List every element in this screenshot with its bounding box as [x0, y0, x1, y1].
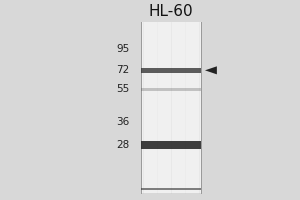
Bar	[141, 88, 200, 91]
Text: 36: 36	[116, 117, 129, 127]
Bar	[141, 68, 200, 73]
Text: 95: 95	[116, 44, 129, 54]
Bar	[141, 141, 200, 149]
Text: 55: 55	[116, 84, 129, 94]
Text: HL-60: HL-60	[148, 4, 193, 19]
Bar	[141, 188, 200, 190]
Polygon shape	[205, 66, 217, 74]
Text: 28: 28	[116, 140, 129, 150]
Text: 72: 72	[116, 65, 129, 75]
Bar	[141, 22, 200, 193]
